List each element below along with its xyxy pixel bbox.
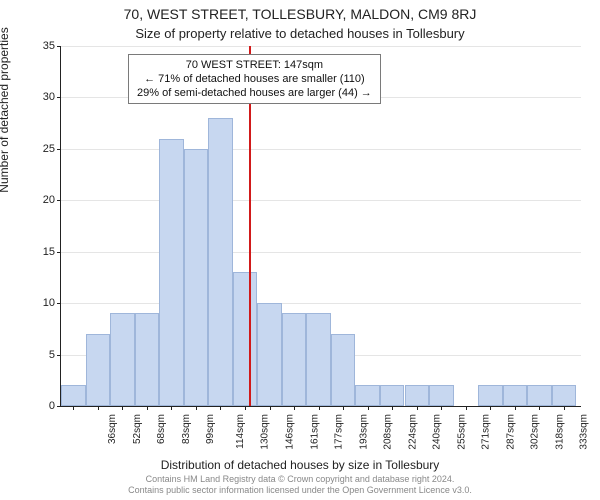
histogram-bar xyxy=(282,313,307,406)
annotation-line-2: ← 71% of detached houses are smaller (11… xyxy=(137,72,372,86)
xtick-label: 193sqm xyxy=(358,414,369,450)
histogram-bar xyxy=(135,313,160,406)
xtick-mark xyxy=(270,406,271,410)
xtick-label: 333sqm xyxy=(579,414,590,450)
histogram-bar xyxy=(380,385,405,406)
ytick-label: 35 xyxy=(43,40,55,52)
y-axis-label: Number of detached properties xyxy=(0,0,11,240)
ytick-label: 25 xyxy=(43,143,55,155)
annotation-line-3: 29% of semi-detached houses are larger (… xyxy=(137,86,372,100)
xtick-label: 271sqm xyxy=(481,414,492,450)
xtick-label: 146sqm xyxy=(285,414,296,450)
xtick-mark xyxy=(196,406,197,410)
ytick-label: 30 xyxy=(43,91,55,103)
histogram-bar xyxy=(110,313,135,406)
xtick-mark xyxy=(319,406,320,410)
gridline-h xyxy=(61,303,581,304)
xtick-label: 318sqm xyxy=(554,414,565,450)
xtick-mark xyxy=(539,406,540,410)
histogram-bar xyxy=(208,118,233,406)
histogram-bar xyxy=(233,272,258,406)
histogram-bar xyxy=(159,139,184,406)
plot-area: 0510152025303536sqm52sqm68sqm83sqm99sqm1… xyxy=(60,46,581,407)
histogram-bar xyxy=(355,385,380,406)
ytick-mark xyxy=(57,406,61,407)
histogram-bar xyxy=(503,385,528,406)
ytick-mark xyxy=(57,355,61,356)
xtick-mark xyxy=(98,406,99,410)
histogram-bar xyxy=(552,385,577,406)
ytick-mark xyxy=(57,252,61,253)
annotation-line-1: 70 WEST STREET: 147sqm xyxy=(137,58,372,72)
ytick-mark xyxy=(57,200,61,201)
gridline-h xyxy=(61,200,581,201)
ytick-label: 5 xyxy=(49,349,55,361)
histogram-bar xyxy=(61,385,86,406)
ytick-label: 15 xyxy=(43,246,55,258)
attribution-line-1: Contains HM Land Registry data © Crown c… xyxy=(146,474,455,484)
xtick-mark xyxy=(294,406,295,410)
xtick-label: 130sqm xyxy=(260,414,271,450)
xtick-mark xyxy=(220,406,221,410)
ytick-mark xyxy=(57,303,61,304)
attribution-text: Contains HM Land Registry data © Crown c… xyxy=(8,474,592,496)
attribution-line-2: Contains public sector information licen… xyxy=(128,485,472,495)
xtick-label: 161sqm xyxy=(309,414,320,450)
page-title: 70, WEST STREET, TOLLESBURY, MALDON, CM9… xyxy=(0,6,600,22)
ytick-mark xyxy=(57,46,61,47)
xtick-mark xyxy=(171,406,172,410)
ytick-label: 0 xyxy=(49,400,55,412)
xtick-mark xyxy=(147,406,148,410)
xtick-mark xyxy=(245,406,246,410)
xtick-label: 302sqm xyxy=(530,414,541,450)
xtick-label: 208sqm xyxy=(383,414,394,450)
chart-container: 70, WEST STREET, TOLLESBURY, MALDON, CM9… xyxy=(0,0,600,500)
xtick-label: 36sqm xyxy=(107,414,118,444)
xtick-label: 99sqm xyxy=(205,414,216,444)
xtick-mark xyxy=(392,406,393,410)
histogram-bar xyxy=(478,385,503,406)
xtick-label: 240sqm xyxy=(432,414,443,450)
histogram-bar xyxy=(184,149,209,406)
gridline-h xyxy=(61,46,581,47)
xtick-mark xyxy=(368,406,369,410)
xtick-label: 255sqm xyxy=(456,414,467,450)
xtick-mark xyxy=(122,406,123,410)
xtick-mark xyxy=(343,406,344,410)
ytick-mark xyxy=(57,149,61,150)
histogram-bar xyxy=(86,334,111,406)
histogram-bar xyxy=(405,385,430,406)
xtick-mark xyxy=(515,406,516,410)
xtick-label: 114sqm xyxy=(235,414,246,449)
histogram-bar xyxy=(331,334,356,406)
xtick-mark xyxy=(73,406,74,410)
xtick-mark xyxy=(564,406,565,410)
xtick-label: 83sqm xyxy=(181,414,192,444)
xtick-label: 177sqm xyxy=(334,414,345,450)
histogram-bar xyxy=(306,313,331,406)
histogram-bar xyxy=(527,385,552,406)
xtick-mark xyxy=(417,406,418,410)
xtick-label: 68sqm xyxy=(156,414,167,444)
gridline-h xyxy=(61,149,581,150)
chart-subtitle: Size of property relative to detached ho… xyxy=(0,26,600,41)
ytick-mark xyxy=(57,97,61,98)
ytick-label: 20 xyxy=(43,194,55,206)
xtick-label: 287sqm xyxy=(505,414,516,450)
xtick-label: 52sqm xyxy=(132,414,143,444)
gridline-h xyxy=(61,252,581,253)
histogram-bar xyxy=(257,303,282,406)
reference-annotation: 70 WEST STREET: 147sqm ← 71% of detached… xyxy=(128,54,381,104)
ytick-label: 10 xyxy=(43,297,55,309)
x-axis-label: Distribution of detached houses by size … xyxy=(0,458,600,472)
xtick-mark xyxy=(490,406,491,410)
xtick-mark xyxy=(441,406,442,410)
histogram-bar xyxy=(429,385,454,406)
xtick-label: 224sqm xyxy=(407,414,418,450)
xtick-mark xyxy=(466,406,467,410)
